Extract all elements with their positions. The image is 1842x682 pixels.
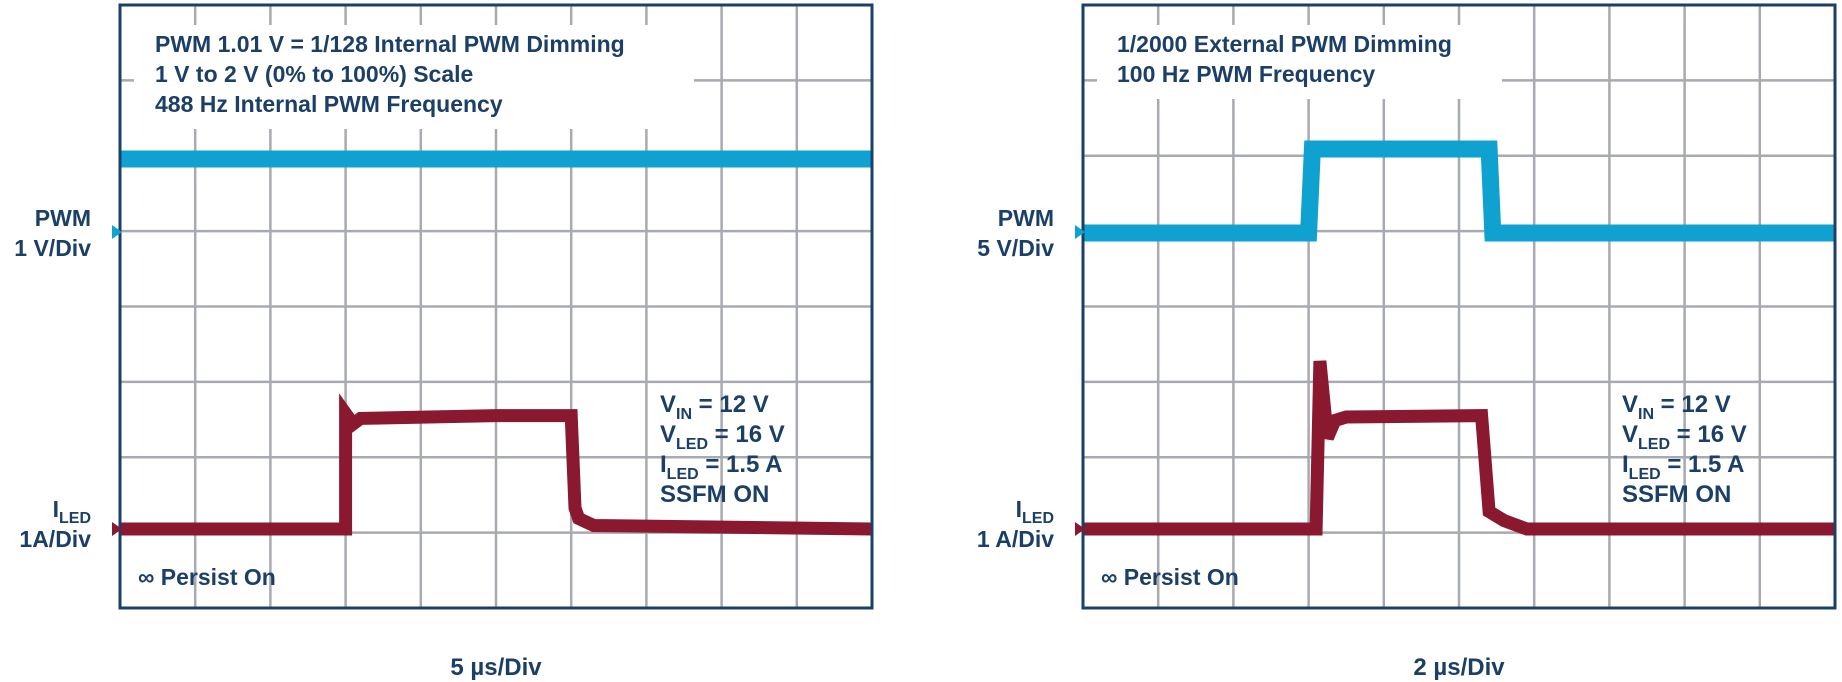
channel-label-pwm: PWM <box>998 205 1054 231</box>
condition-label: VLED = 16 V <box>1622 421 1747 453</box>
annotation-box <box>134 25 694 129</box>
scope-panel-2: 1/2000 External PWM Dimming 100 Hz PWM Fr… <box>977 3 1837 681</box>
annotation-line: 100 Hz PWM Frequency <box>1117 61 1375 87</box>
condition-label: SSFM ON <box>1622 481 1731 508</box>
condition-label: SSFM ON <box>660 481 769 508</box>
annotation-line: 488 Hz Internal PWM Frequency <box>155 91 503 117</box>
pwm-marker <box>1075 225 1085 239</box>
channel-label-iled: ILED <box>1016 496 1054 527</box>
channel-scale-iled: 1A/Div <box>19 526 91 552</box>
annotation-box <box>1097 25 1502 99</box>
pwm-trace <box>1083 140 1835 242</box>
scope-panel-1: PWM 1.01 V = 1/128 Internal PWM Dimming 1… <box>14 3 874 681</box>
condition-label: VIN = 12 V <box>660 391 769 423</box>
iled-marker <box>112 522 122 536</box>
channel-scale-pwm: 1 V/Div <box>14 235 91 261</box>
channel-scale-pwm: 5 V/Div <box>977 235 1054 261</box>
pwm-marker <box>112 225 122 239</box>
annotation-line: 1/2000 External PWM Dimming <box>1117 31 1452 57</box>
channel-label-iled: ILED <box>53 496 91 527</box>
iled-trace <box>120 393 873 536</box>
condition-label: VIN = 12 V <box>1622 391 1731 423</box>
channel-label-pwm: PWM <box>35 205 91 231</box>
condition-label: ILED = 1.5 A <box>1622 451 1745 483</box>
condition-label: ILED = 1.5 A <box>660 451 783 483</box>
channel-scale-iled: 1 A/Div <box>977 526 1054 552</box>
iled-marker <box>1075 522 1085 536</box>
iled-trace <box>1083 360 1835 536</box>
annotation-line: 1 V to 2 V (0% to 100%) Scale <box>155 61 473 87</box>
plot-frame <box>118 3 874 610</box>
x-axis-label: 5 µs/Div <box>450 654 542 681</box>
persist-label: ∞ Persist On <box>1101 564 1239 590</box>
x-axis-label: 2 µs/Div <box>1413 654 1505 681</box>
plot-frame <box>1081 3 1837 610</box>
persist-label: ∞ Persist On <box>138 564 276 590</box>
annotation-line: PWM 1.01 V = 1/128 Internal PWM Dimming <box>155 31 625 57</box>
condition-label: VLED = 16 V <box>660 421 785 453</box>
